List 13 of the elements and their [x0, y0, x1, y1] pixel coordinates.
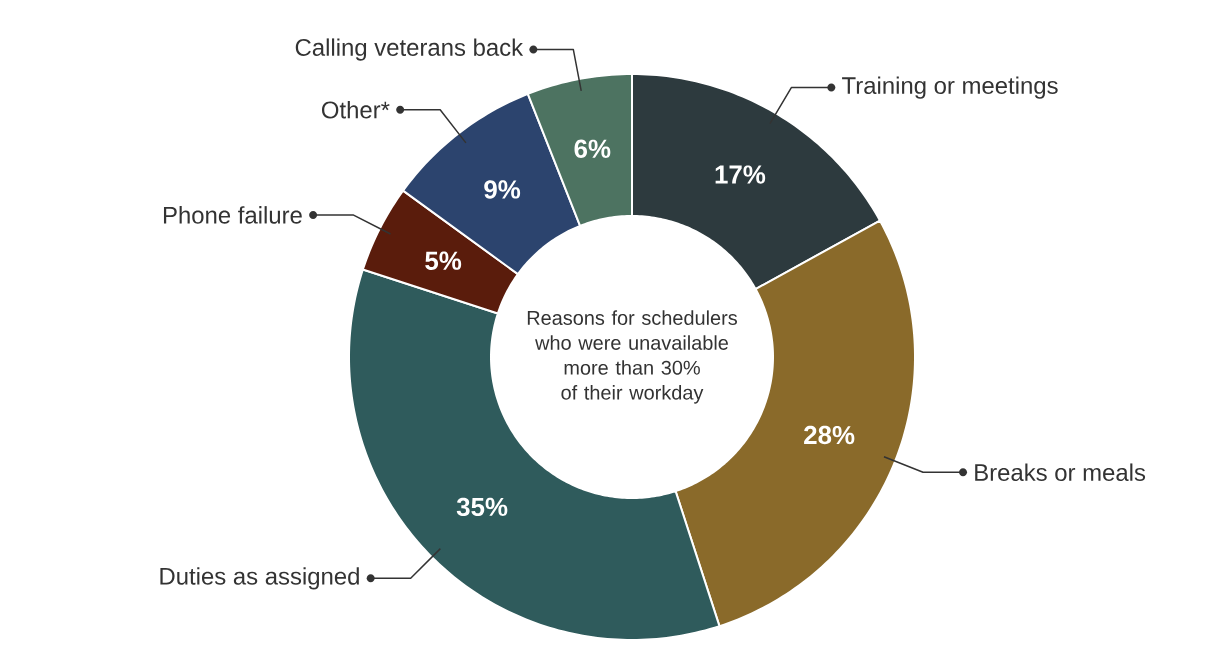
text: Reasons for schedulers who were unavailable more than 30% of their workday: [527, 310, 737, 404]
data-label: 9%: [484, 180, 521, 199]
data-label: 35%: [456, 497, 508, 517]
data-label: 17%: [715, 165, 766, 184]
slice-label: Duties as assigned: [160, 567, 359, 590]
slice-label: Training or meetings: [842, 76, 1058, 99]
slice-label: Breaks or meals: [975, 463, 1146, 481]
slice-label: Phone failure: [163, 206, 302, 224]
data-label: 28%: [804, 425, 855, 445]
data-label: 6%: [574, 139, 611, 158]
slice-label: Other*: [321, 100, 390, 119]
slice-label: Calling veterans back: [295, 38, 524, 61]
data-label: 5%: [425, 251, 462, 270]
